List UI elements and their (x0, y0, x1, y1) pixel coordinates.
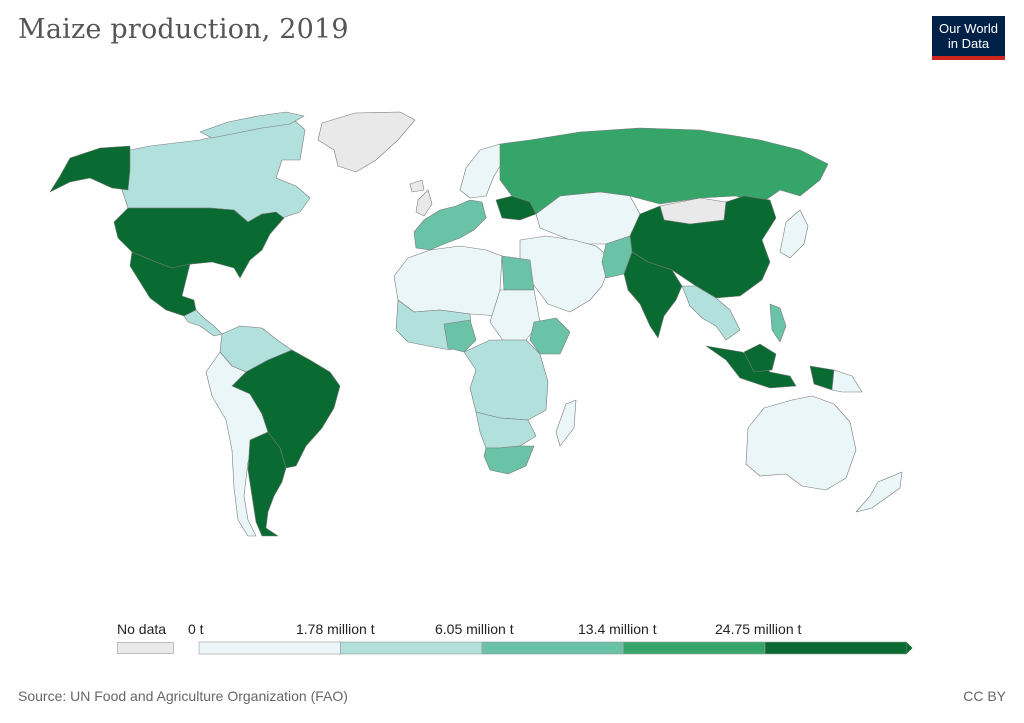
region-ethiopia[interactable] (529, 317, 571, 355)
region-india[interactable] (623, 251, 683, 339)
region-japan[interactable] (779, 209, 809, 259)
page-title: Maize production, 2019 (18, 14, 349, 45)
source-note: Source: UN Food and Agriculture Organiza… (18, 688, 348, 704)
region-russia[interactable] (499, 127, 829, 215)
license-label[interactable]: CC BY (963, 688, 1006, 704)
region-new-zealand[interactable] (855, 471, 903, 513)
region-brazil[interactable] (231, 349, 341, 469)
world-map (0, 100, 1024, 565)
region-canada-islands[interactable] (199, 111, 305, 139)
region-madagascar[interactable] (555, 399, 577, 447)
legend-bin-4[interactable] (764, 641, 907, 655)
legend-label-3: 13.4 million t (578, 621, 657, 637)
region-central-africa[interactable] (463, 339, 549, 421)
no-data-swatch (117, 642, 174, 654)
region-southeast-asia[interactable] (681, 285, 741, 341)
region-greenland[interactable] (317, 111, 416, 173)
region-new-guinea[interactable] (809, 365, 835, 391)
legend-scale (198, 641, 913, 655)
legend-bin-1[interactable] (340, 641, 483, 655)
region-mexico[interactable] (129, 251, 197, 317)
legend-label-1: 1.78 million t (296, 621, 375, 637)
region-borneo[interactable] (743, 343, 777, 373)
legend-label-2: 6.05 million t (435, 621, 514, 637)
owid-logo[interactable]: Our World in Data (932, 16, 1005, 60)
region-argentina[interactable] (247, 431, 287, 537)
legend (0, 618, 1024, 658)
region-scandinavia[interactable] (459, 143, 505, 199)
legend-arrow (906, 642, 913, 654)
region-png[interactable] (831, 369, 863, 393)
region-australia[interactable] (745, 395, 857, 491)
region-central-america[interactable] (183, 309, 223, 337)
region-egypt[interactable] (501, 255, 535, 291)
legend-bin-3[interactable] (623, 641, 766, 655)
no-data-label: No data (117, 621, 167, 637)
region-nigeria[interactable] (443, 319, 477, 353)
region-south-africa[interactable] (483, 445, 535, 475)
legend-label-0: 0 t (188, 621, 204, 637)
legend-bin-0[interactable] (198, 641, 341, 655)
region-alaska[interactable] (49, 145, 131, 193)
region-iceland[interactable] (409, 179, 425, 193)
region-uk[interactable] (415, 189, 433, 217)
region-china[interactable] (629, 195, 777, 299)
legend-bin-2[interactable] (481, 641, 624, 655)
legend-label-4: 24.75 million t (715, 621, 802, 637)
logo-line-1: Our World (939, 21, 998, 36)
region-philippines[interactable] (769, 303, 787, 343)
logo-line-2: in Data (947, 36, 990, 51)
region-north-africa[interactable] (393, 245, 503, 317)
